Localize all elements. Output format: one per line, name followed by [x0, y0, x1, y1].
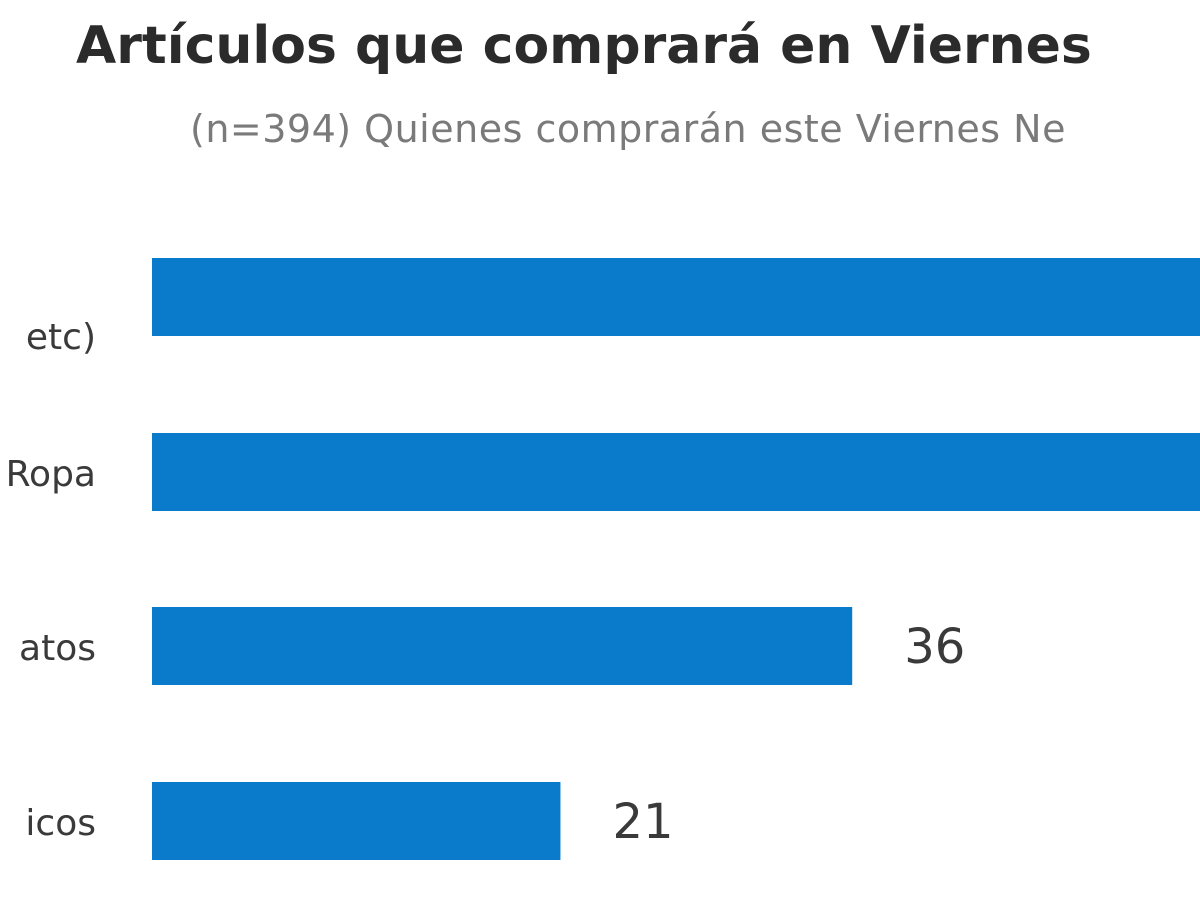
chart-subtitle: (n=394) Quienes comprarán este Viernes N… — [190, 107, 1066, 151]
bar-1 — [152, 258, 1200, 336]
bar-2 — [152, 433, 1200, 511]
value-label-4: 21 — [612, 794, 673, 850]
bar-3 — [152, 607, 853, 685]
category-label-4: icos — [25, 803, 96, 844]
bar-4 — [152, 782, 561, 860]
value-label-3: 36 — [904, 619, 965, 675]
category-label-3: atos — [19, 628, 96, 669]
chart-title: Artículos que comprará en Viernes — [76, 16, 1092, 76]
category-label-1: etc) — [26, 317, 96, 358]
category-label-2: Ropa — [6, 454, 96, 495]
